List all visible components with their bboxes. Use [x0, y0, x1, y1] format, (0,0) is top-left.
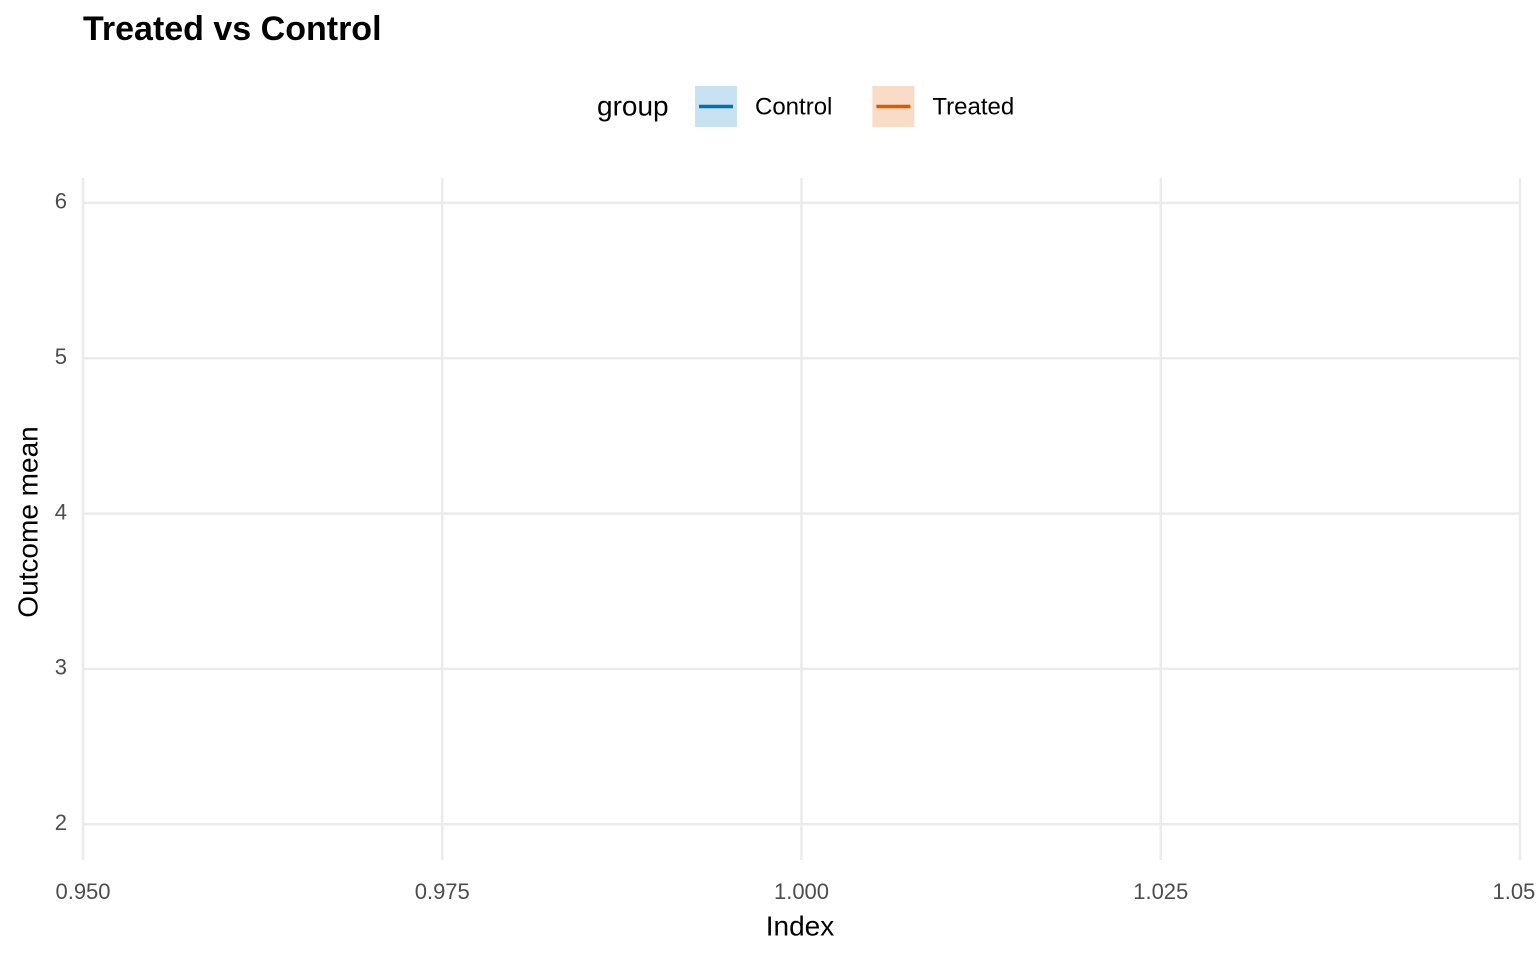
legend-label: Control — [755, 93, 832, 120]
y-tick-label: 2 — [55, 810, 67, 835]
legend-title: group — [597, 90, 669, 121]
x-tick-label: 1.050 — [1492, 879, 1536, 904]
x-axis-label: Index — [766, 910, 835, 941]
y-axis-label: Outcome mean — [12, 426, 43, 617]
y-tick-label: 6 — [55, 189, 67, 214]
y-tick-label: 3 — [55, 655, 67, 680]
y-tick-label: 4 — [55, 499, 67, 524]
x-tick-label: 1.000 — [774, 879, 829, 904]
x-tick-label: 1.025 — [1133, 879, 1188, 904]
legend-label: Treated — [932, 93, 1014, 120]
chart-title: Treated vs Control — [83, 10, 382, 48]
y-tick-label: 5 — [55, 344, 67, 369]
x-tick-label: 0.950 — [55, 879, 110, 904]
x-tick-label: 0.975 — [415, 879, 470, 904]
